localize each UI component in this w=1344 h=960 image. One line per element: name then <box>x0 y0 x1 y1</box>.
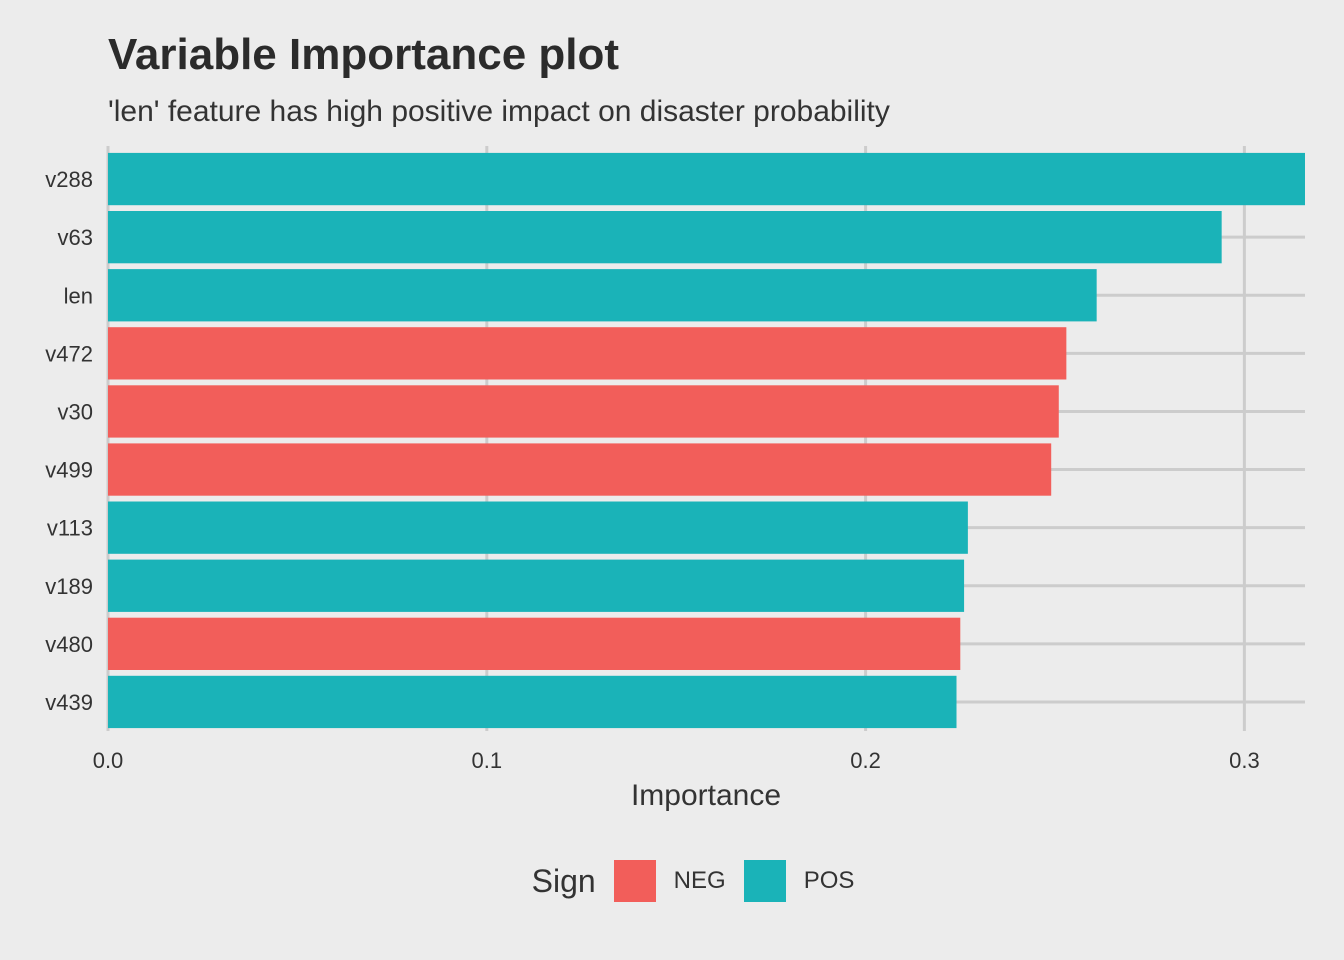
legend-item-neg: NEG <box>613 860 726 902</box>
bar-v499 <box>108 443 1052 496</box>
bars <box>108 152 1305 729</box>
bar-v113 <box>108 501 968 554</box>
x-axis-title: Importance <box>631 779 781 812</box>
chart-title: Variable Importance plot <box>108 30 620 79</box>
x-tick-label: 0.2 <box>850 748 881 773</box>
x-axis-ticks: 0.0 0.1 0.2 0.3 <box>93 748 1260 773</box>
x-tick-label: 0.1 <box>472 748 503 773</box>
y-tick-label: v63 <box>58 225 93 250</box>
y-tick-label: v30 <box>58 399 93 424</box>
y-tick-label: v480 <box>45 632 93 657</box>
legend-swatch-pos <box>743 860 786 902</box>
y-tick-label: v439 <box>45 690 93 715</box>
bar-v480 <box>108 617 961 670</box>
bar-v472 <box>108 327 1067 380</box>
bar-len <box>108 269 1097 322</box>
y-tick-label: v499 <box>45 458 93 483</box>
y-axis-ticks: v288 v63 len v472 v30 v499 v113 v189 v480 v439 <box>45 167 93 715</box>
bar-v63 <box>108 211 1222 264</box>
chart-subtitle: 'len' feature has high positive impact o… <box>108 95 890 128</box>
bar-v30 <box>108 385 1059 438</box>
bar-v189 <box>108 559 965 612</box>
legend-label-pos: POS <box>803 867 855 894</box>
bar-v288 <box>108 152 1305 206</box>
y-tick-label: len <box>64 283 93 308</box>
y-tick-label: v113 <box>47 516 93 541</box>
y-tick-label: v288 <box>45 167 93 192</box>
legend-title: Sign <box>531 862 596 899</box>
x-tick-label: 0.0 <box>93 748 124 773</box>
y-tick-label: v189 <box>45 574 93 599</box>
legend-item-pos: POS <box>743 860 855 902</box>
legend: Sign NEG POS <box>0 860 1344 902</box>
y-tick-label: v472 <box>45 341 93 366</box>
legend-swatch-neg <box>613 860 656 902</box>
bar-v439 <box>108 675 957 729</box>
legend-label-neg: NEG <box>673 867 726 894</box>
x-tick-label: 0.3 <box>1229 748 1260 773</box>
